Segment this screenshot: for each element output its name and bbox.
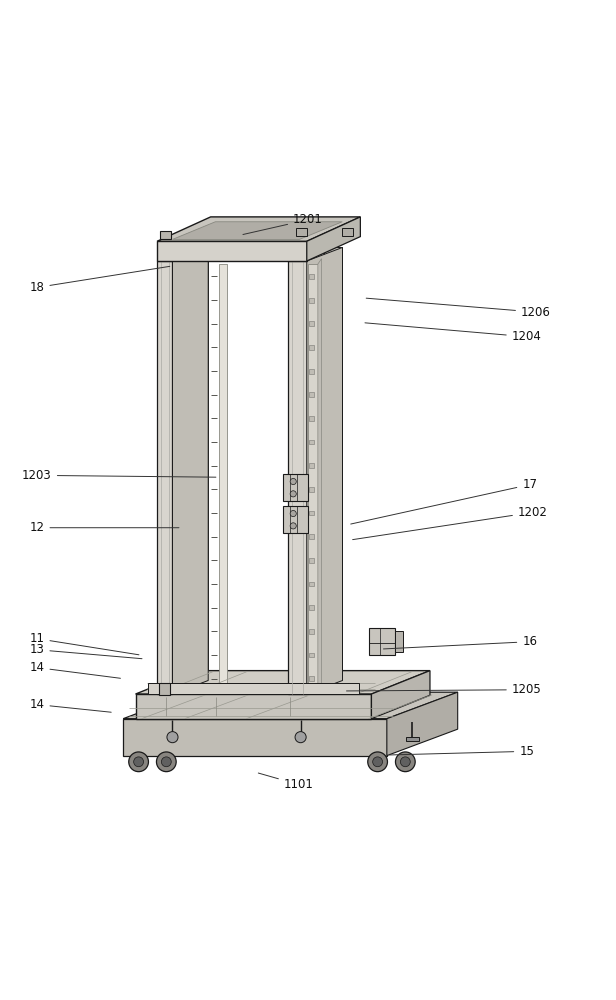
Text: 14: 14 [30,698,111,712]
Polygon shape [309,298,314,303]
Circle shape [290,523,296,529]
Polygon shape [159,683,170,695]
Polygon shape [172,247,324,694]
Circle shape [161,757,171,767]
Circle shape [134,757,144,767]
Text: 1202: 1202 [352,506,548,540]
Polygon shape [309,534,314,539]
Text: 16: 16 [384,635,537,649]
Text: 17: 17 [351,478,537,524]
Polygon shape [324,247,342,680]
Polygon shape [157,261,172,694]
Polygon shape [283,474,308,501]
Polygon shape [309,487,314,492]
Polygon shape [309,558,314,563]
Polygon shape [136,694,371,719]
Text: 13: 13 [30,643,142,659]
Text: 1205: 1205 [347,683,541,696]
Polygon shape [371,671,430,719]
Circle shape [295,732,306,743]
Polygon shape [309,345,314,350]
Polygon shape [309,676,314,681]
Circle shape [167,732,178,743]
Text: 11: 11 [30,632,139,655]
Polygon shape [123,719,387,756]
Polygon shape [157,217,360,241]
Circle shape [290,491,296,497]
Polygon shape [172,247,208,694]
Circle shape [400,757,410,767]
Circle shape [395,752,415,772]
Polygon shape [123,692,458,719]
Polygon shape [160,231,171,239]
Circle shape [290,510,296,517]
Polygon shape [309,321,314,326]
Text: 1204: 1204 [365,323,541,343]
Text: 14: 14 [30,661,121,678]
Polygon shape [172,222,342,239]
Polygon shape [309,440,314,444]
Circle shape [129,752,148,772]
Polygon shape [296,228,307,236]
Polygon shape [136,671,430,694]
Polygon shape [309,274,314,279]
Text: 1101: 1101 [258,773,314,791]
Circle shape [290,478,296,485]
Polygon shape [309,653,314,657]
Text: 12: 12 [30,521,179,534]
Polygon shape [387,692,458,756]
Polygon shape [309,605,314,610]
Polygon shape [288,261,307,694]
Polygon shape [369,628,395,655]
Polygon shape [309,582,314,586]
Polygon shape [318,259,322,691]
Circle shape [373,757,383,767]
Polygon shape [148,683,359,694]
Text: 15: 15 [390,745,534,758]
Polygon shape [395,631,403,652]
Polygon shape [342,228,353,236]
Circle shape [156,752,176,772]
Text: 1206: 1206 [366,298,551,319]
Polygon shape [283,506,308,533]
Polygon shape [219,264,227,691]
Polygon shape [157,241,307,261]
Circle shape [368,752,387,772]
Polygon shape [309,511,314,515]
Polygon shape [309,629,314,634]
Polygon shape [309,392,314,397]
Polygon shape [407,737,419,741]
Polygon shape [307,247,342,694]
Polygon shape [307,217,360,261]
Polygon shape [193,247,208,680]
Polygon shape [308,264,318,691]
Polygon shape [309,369,314,374]
Polygon shape [309,463,314,468]
Polygon shape [309,416,314,421]
Text: 1201: 1201 [243,213,323,235]
Text: 18: 18 [30,266,170,294]
Text: 1203: 1203 [22,469,216,482]
